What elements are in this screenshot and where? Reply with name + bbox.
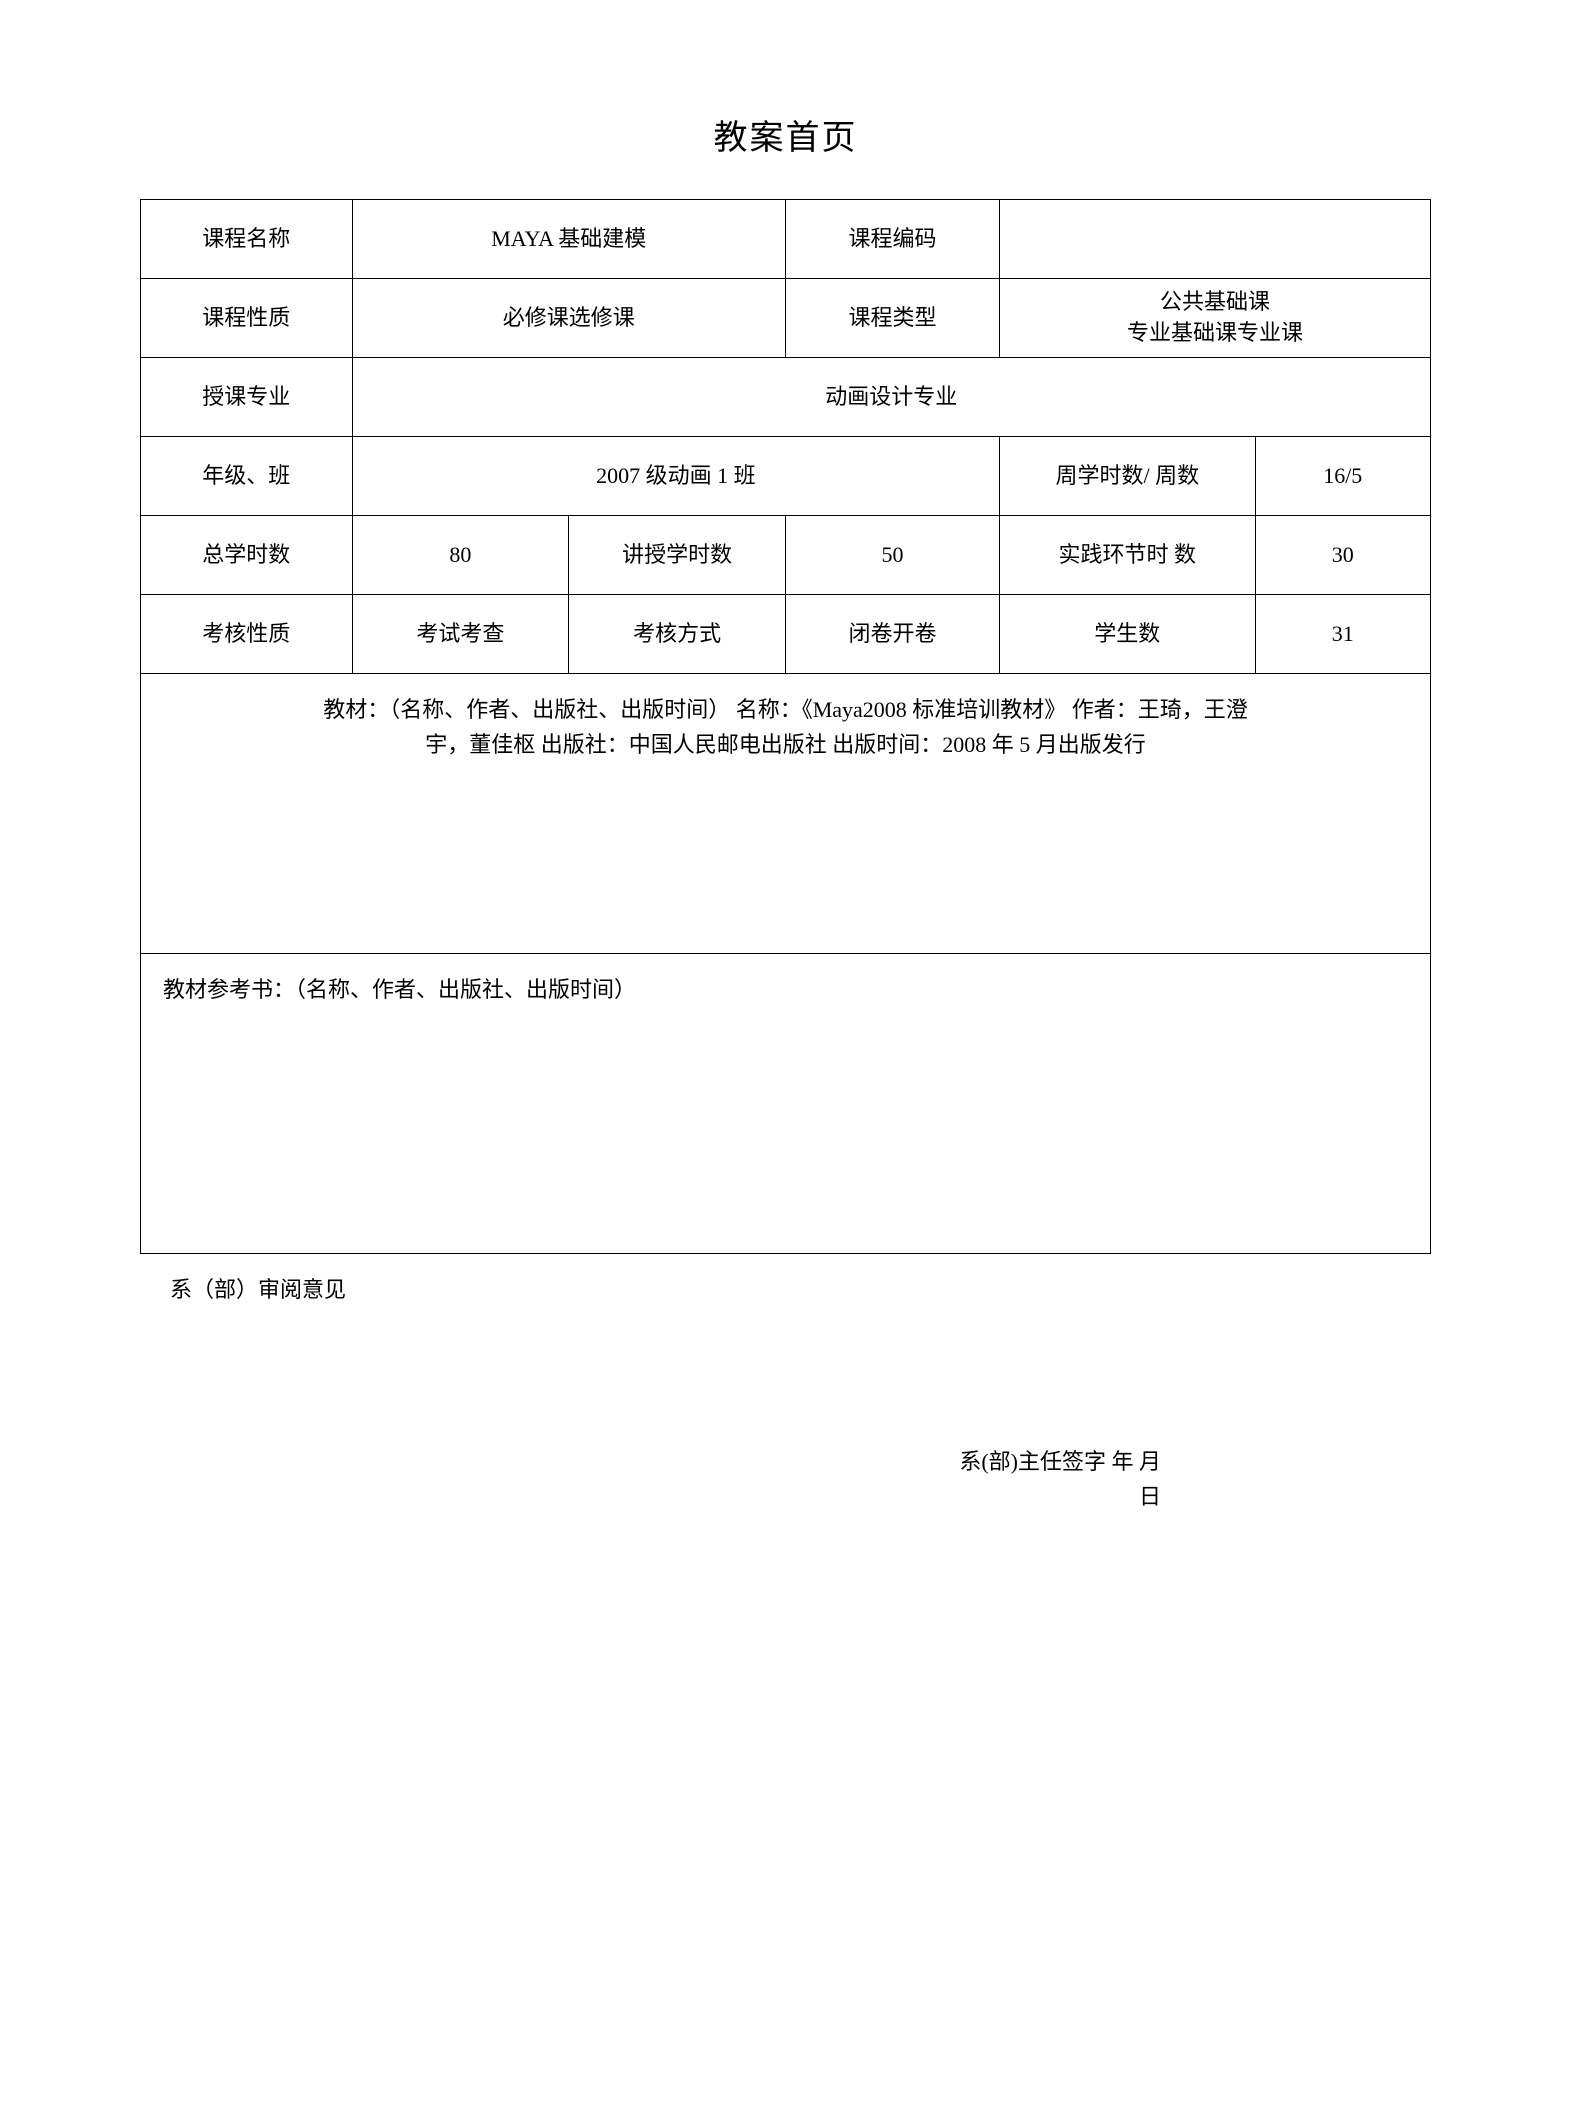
value-assessment-nature: 考试考查 [352, 595, 569, 674]
table-row: 总学时数 80 讲授学时数 50 实践环节时 数 30 [141, 516, 1431, 595]
label-major: 授课专业 [141, 358, 353, 437]
label-grade-class: 年级、班 [141, 437, 353, 516]
value-course-nature: 必修课选修课 [352, 279, 785, 358]
label-course-type: 课程类型 [785, 279, 999, 358]
signature-line2: 日 [140, 1479, 1161, 1514]
label-course-name: 课程名称 [141, 200, 353, 279]
label-assessment-nature: 考核性质 [141, 595, 353, 674]
page-container: 教案首页 课程名称 MAYA 基础建模 课程编码 课程性质 必修课选修课 课程类… [0, 0, 1571, 2112]
table-row: 授课专业 动画设计专业 [141, 358, 1431, 437]
value-lecture-hours: 50 [785, 516, 999, 595]
textbook-line1: 教材：（名称、作者、出版社、出版时间） 名称：《Maya2008 标准培训教材》… [163, 692, 1408, 727]
value-grade-class: 2007 级动画 1 班 [352, 437, 1000, 516]
label-weekly-hours: 周学时数/ 周数 [1000, 437, 1255, 516]
value-course-name: MAYA 基础建模 [352, 200, 785, 279]
textbook-line2: 宇，董佳枢 出版社：中国人民邮电出版社 出版时间：2008 年 5 月出版发行 [163, 727, 1408, 762]
label-total-hours: 总学时数 [141, 516, 353, 595]
review-label: 系（部）审阅意见 [170, 1272, 1431, 1304]
course-type-line2: 专业基础课专业课 [1000, 318, 1430, 349]
reference-box: 教材参考书：（名称、作者、出版社、出版时间） [140, 954, 1431, 1254]
reference-text: 教材参考书：（名称、作者、出版社、出版时间） [163, 977, 636, 1002]
value-course-type: 公共基础课 专业基础课专业课 [1000, 279, 1431, 358]
label-lecture-hours: 讲授学时数 [569, 516, 786, 595]
value-assessment-method: 闭卷开卷 [785, 595, 999, 674]
textbook-box: 教材：（名称、作者、出版社、出版时间） 名称：《Maya2008 标准培训教材》… [140, 674, 1431, 954]
table-row: 考核性质 考试考查 考核方式 闭卷开卷 学生数 31 [141, 595, 1431, 674]
value-student-count: 31 [1255, 595, 1430, 674]
value-weekly-hours: 16/5 [1255, 437, 1430, 516]
label-course-code: 课程编码 [785, 200, 999, 279]
label-assessment-method: 考核方式 [569, 595, 786, 674]
signature-line1: 系(部)主任签字 年 月 [140, 1444, 1161, 1479]
lesson-plan-table: 课程名称 MAYA 基础建模 课程编码 课程性质 必修课选修课 课程类型 公共基… [140, 199, 1431, 674]
value-course-code [1000, 200, 1431, 279]
value-practice-hours: 30 [1255, 516, 1430, 595]
label-course-nature: 课程性质 [141, 279, 353, 358]
signature-block: 系(部)主任签字 年 月 日 [140, 1444, 1431, 1514]
table-row: 课程名称 MAYA 基础建模 课程编码 [141, 200, 1431, 279]
value-total-hours: 80 [352, 516, 569, 595]
table-row: 课程性质 必修课选修课 课程类型 公共基础课 专业基础课专业课 [141, 279, 1431, 358]
value-major: 动画设计专业 [352, 358, 1430, 437]
table-row: 年级、班 2007 级动画 1 班 周学时数/ 周数 16/5 [141, 437, 1431, 516]
label-practice-hours: 实践环节时 数 [1000, 516, 1255, 595]
page-title: 教案首页 [140, 110, 1431, 159]
course-type-line1: 公共基础课 [1000, 287, 1430, 318]
label-student-count: 学生数 [1000, 595, 1255, 674]
